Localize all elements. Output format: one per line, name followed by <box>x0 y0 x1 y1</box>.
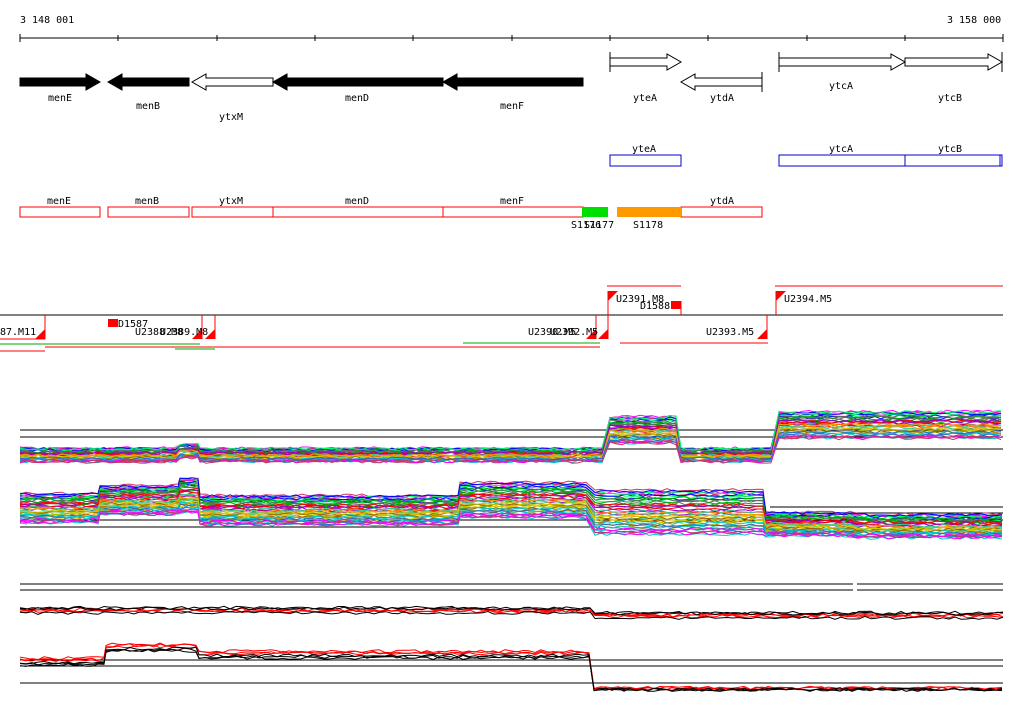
red-feature-label: menF <box>500 196 524 207</box>
breakpoint-label: U2388.M8 <box>135 327 183 338</box>
expression-profile-line <box>19 605 1004 615</box>
breakpoint-track: 87.M11 D1587 U2388.M8 U2389.M8 U2390.M5 … <box>0 285 1003 352</box>
expression-profile-line <box>19 434 1002 463</box>
gene-label: menB <box>136 101 160 112</box>
expression-profile-line <box>19 429 1002 461</box>
segment-label-S1178: S1178 <box>633 220 663 231</box>
segment-S1177[interactable] <box>596 207 608 217</box>
expression-profile-panels <box>19 409 1004 692</box>
expression-profile-line <box>19 610 1004 620</box>
red-feature-label: menD <box>345 196 369 207</box>
red-feature-label: menB <box>135 196 159 207</box>
expression-profile-line <box>19 646 1003 692</box>
gene-arrow-ytcB[interactable] <box>904 53 1004 71</box>
gene-label: ytcA <box>829 81 853 92</box>
expression-profile-line <box>20 482 1003 521</box>
red-feature-label: menE <box>47 196 71 207</box>
breakpoint-label: U2391.M8 <box>616 294 664 305</box>
downshift-marker-D1587[interactable] <box>108 319 118 327</box>
gene-label: menF <box>500 101 524 112</box>
ruler-start-label: 3 148 001 <box>20 15 74 26</box>
breakpoint-label: 87.M11 <box>0 327 36 338</box>
coordinate-ruler: 3 148 001 3 158 000 <box>19 15 1004 42</box>
blue-feature-label: ytcA <box>829 144 853 155</box>
red-feature-menB[interactable] <box>107 206 190 218</box>
gene-arrow-track: menE menB ytxM menD menF yteA ytdA ytcA ytcB <box>19 52 1004 123</box>
segment-label-S1176: S1176 <box>571 220 601 231</box>
breakpoint-label: D1588 <box>640 301 670 312</box>
gene-label: menD <box>345 93 369 104</box>
red-feature-menD[interactable] <box>272 206 444 218</box>
expression-profile-line <box>19 649 1003 692</box>
segment-S1176[interactable] <box>582 207 596 217</box>
gene-arrow-ytxM[interactable] <box>190 73 274 91</box>
segment-S1178[interactable] <box>617 207 681 217</box>
red-feature-label: ytxM <box>219 196 243 207</box>
gene-label: ytxM <box>219 112 243 123</box>
blue-feature-label: ytcB <box>938 144 962 155</box>
red-feature-menF[interactable] <box>442 206 584 218</box>
gene-label: yteA <box>633 93 657 104</box>
expression-profile-line <box>19 608 1004 618</box>
expression-profile-line <box>19 493 1003 528</box>
red-feature-ytxM[interactable] <box>191 206 274 218</box>
red-feature-label: ytdA <box>710 196 734 207</box>
blue-feature-ytcA[interactable] <box>778 154 906 167</box>
gene-arrow-yteA[interactable] <box>609 53 683 71</box>
expression-profile-line <box>19 410 1002 451</box>
breakpoint-label: U2390.M5 <box>528 327 576 338</box>
downshift-marker-D1588[interactable] <box>671 301 681 309</box>
ruler-end-label: 3 158 000 <box>947 15 1001 26</box>
gene-arrow-menD[interactable] <box>271 73 444 91</box>
blue-feature-track: yteA ytcA ytcB <box>609 144 1003 167</box>
red-feature-ytdA[interactable] <box>680 206 763 218</box>
expression-profile-line <box>19 510 1003 540</box>
red-feature-track: menE menB ytxM menD menF ytdA S1176 S117… <box>19 196 763 231</box>
breakpoint-label: U2389.M8 <box>160 327 208 338</box>
breakpoint-label: U2393.M5 <box>706 327 754 338</box>
expression-profile-line <box>19 422 1002 457</box>
gene-label: menE <box>48 93 72 104</box>
expression-profile-line <box>19 418 1002 456</box>
gene-arrow-menE[interactable] <box>19 73 102 91</box>
breakpoint-label: D1587 <box>118 319 148 330</box>
gene-arrow-menF[interactable] <box>441 73 584 91</box>
blue-feature-ytcB[interactable] <box>904 154 1003 167</box>
gene-arrow-menB[interactable] <box>106 73 190 91</box>
breakpoint-label: U2394.M5 <box>784 294 832 305</box>
expression-profile-line <box>19 501 1003 534</box>
gene-arrow-ytcA[interactable] <box>778 53 907 71</box>
gene-label: ytcB <box>938 93 962 104</box>
expression-profile-line <box>19 477 1003 517</box>
blue-feature-label: yteA <box>632 144 656 155</box>
red-feature-menE[interactable] <box>19 206 101 218</box>
expression-profile-line <box>19 414 1002 453</box>
gene-label: ytdA <box>710 93 734 104</box>
blue-feature-yteA[interactable] <box>609 154 682 167</box>
expression-profile-line <box>19 497 1003 531</box>
breakpoint-label: U2392.M5 <box>550 327 598 338</box>
expression-profile-line <box>19 487 1003 524</box>
expression-profile-line <box>19 647 1003 692</box>
gene-arrow-ytdA[interactable] <box>679 73 763 91</box>
segment-label-S1177: S1177 <box>584 220 614 231</box>
expression-profile-line <box>19 509 1003 538</box>
